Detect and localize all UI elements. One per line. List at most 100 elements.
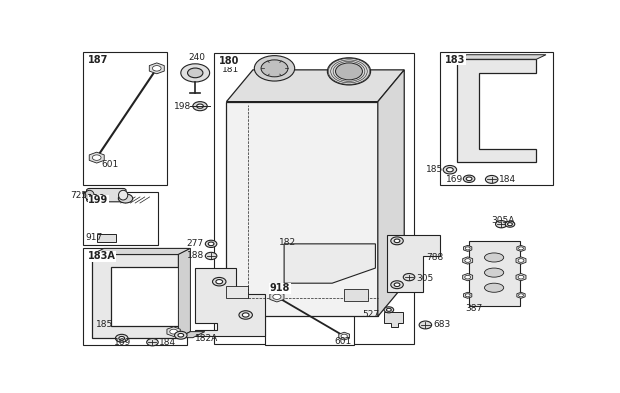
Polygon shape — [89, 152, 104, 163]
Polygon shape — [92, 254, 179, 338]
Circle shape — [181, 64, 210, 82]
Circle shape — [386, 309, 391, 311]
Circle shape — [391, 237, 403, 245]
Circle shape — [327, 58, 371, 85]
Text: 169: 169 — [114, 338, 131, 347]
Text: 169: 169 — [446, 175, 463, 184]
Text: 601: 601 — [335, 337, 352, 346]
Circle shape — [187, 68, 203, 78]
Circle shape — [518, 259, 524, 262]
Circle shape — [394, 239, 400, 242]
Bar — [83, 52, 167, 185]
Polygon shape — [339, 332, 350, 340]
Polygon shape — [457, 59, 536, 162]
Circle shape — [465, 294, 470, 297]
Circle shape — [518, 294, 523, 297]
Circle shape — [208, 242, 214, 246]
Circle shape — [153, 66, 161, 71]
Polygon shape — [463, 257, 472, 264]
Text: 277: 277 — [187, 239, 204, 248]
Circle shape — [92, 155, 101, 160]
Circle shape — [465, 247, 470, 250]
Circle shape — [197, 104, 203, 108]
Text: 199: 199 — [88, 195, 108, 206]
Circle shape — [273, 294, 281, 299]
Bar — [83, 248, 187, 345]
Circle shape — [443, 165, 456, 174]
Text: 181: 181 — [222, 65, 239, 74]
Circle shape — [147, 339, 158, 346]
Polygon shape — [149, 63, 164, 74]
Polygon shape — [226, 70, 404, 102]
Ellipse shape — [118, 190, 128, 200]
Polygon shape — [378, 70, 404, 316]
Polygon shape — [517, 292, 525, 298]
Circle shape — [495, 220, 507, 228]
Polygon shape — [388, 235, 440, 292]
Polygon shape — [179, 332, 205, 338]
Circle shape — [505, 221, 515, 227]
Polygon shape — [457, 55, 546, 59]
Text: 198: 198 — [174, 102, 191, 111]
Text: 199: 199 — [86, 194, 105, 203]
Circle shape — [465, 259, 471, 262]
Circle shape — [341, 334, 347, 338]
Ellipse shape — [484, 283, 503, 292]
Circle shape — [175, 331, 187, 339]
Text: 305A: 305A — [492, 216, 515, 225]
Circle shape — [242, 313, 249, 317]
Polygon shape — [195, 268, 265, 336]
Circle shape — [384, 307, 394, 313]
Circle shape — [115, 334, 128, 342]
Circle shape — [213, 277, 226, 286]
Bar — [97, 234, 116, 242]
Text: 917: 917 — [86, 233, 103, 242]
Circle shape — [239, 311, 252, 319]
Text: 240: 240 — [188, 53, 205, 62]
Circle shape — [394, 283, 400, 286]
Text: 183A: 183A — [88, 252, 116, 261]
Circle shape — [118, 194, 133, 203]
Polygon shape — [463, 274, 472, 281]
Polygon shape — [384, 312, 403, 327]
Text: eReplacementParts.com: eReplacementParts.com — [224, 203, 411, 218]
Polygon shape — [516, 274, 526, 281]
Polygon shape — [464, 292, 472, 298]
Text: 188: 188 — [187, 252, 204, 261]
Circle shape — [261, 60, 288, 77]
Bar — [83, 193, 157, 245]
Ellipse shape — [484, 253, 503, 262]
Text: 185: 185 — [427, 165, 444, 174]
Polygon shape — [517, 245, 525, 252]
Circle shape — [216, 279, 223, 284]
Text: 305: 305 — [416, 274, 433, 283]
Circle shape — [205, 240, 217, 248]
Bar — [440, 52, 553, 185]
Bar — [469, 241, 520, 306]
Circle shape — [403, 274, 415, 281]
Polygon shape — [167, 327, 180, 336]
Text: 184: 184 — [499, 175, 516, 184]
Text: 180: 180 — [219, 56, 239, 66]
Text: 918: 918 — [270, 283, 290, 293]
FancyBboxPatch shape — [87, 189, 126, 202]
Circle shape — [419, 321, 432, 329]
Circle shape — [466, 177, 472, 181]
Circle shape — [446, 167, 453, 172]
Polygon shape — [284, 244, 376, 283]
Circle shape — [465, 275, 471, 279]
Polygon shape — [226, 102, 378, 316]
Text: 187: 187 — [88, 55, 108, 65]
Text: 601: 601 — [102, 160, 119, 169]
Text: 527: 527 — [362, 310, 379, 319]
Bar — [265, 280, 354, 345]
Text: 788: 788 — [426, 253, 443, 262]
Polygon shape — [270, 292, 284, 302]
Circle shape — [518, 275, 524, 279]
Circle shape — [485, 175, 498, 184]
Bar — [344, 289, 368, 301]
Circle shape — [463, 175, 475, 182]
Polygon shape — [226, 286, 248, 298]
Circle shape — [205, 252, 217, 260]
Circle shape — [518, 247, 523, 250]
